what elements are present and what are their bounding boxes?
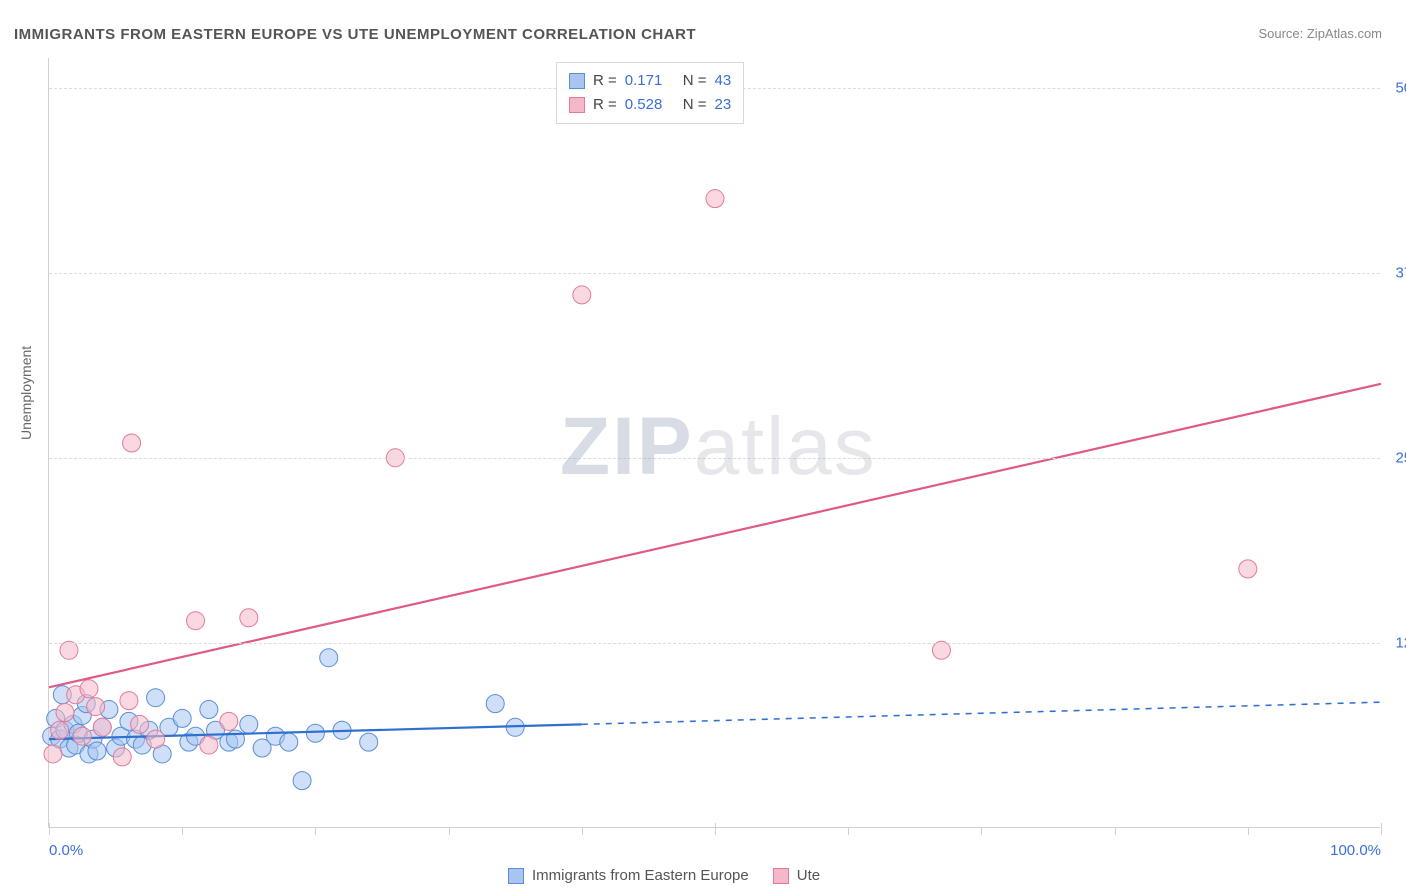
y-tick-label: 37.5%	[1386, 264, 1406, 281]
scatter-point	[147, 730, 165, 748]
correlation-legend: R = 0.171 N = 43 R = 0.528 N = 23	[556, 62, 744, 124]
n-value: 23	[715, 93, 732, 117]
trend-line	[49, 384, 1381, 688]
legend-swatch	[508, 868, 524, 884]
scatter-point	[280, 733, 298, 751]
gridline-h	[49, 273, 1380, 274]
scatter-point	[120, 692, 138, 710]
scatter-point	[240, 609, 258, 627]
correlation-legend-row: R = 0.528 N = 23	[569, 93, 731, 117]
x-tick	[848, 827, 849, 835]
correlation-legend-row: R = 0.171 N = 43	[569, 69, 731, 93]
scatter-point	[56, 704, 74, 722]
r-label: R =	[593, 69, 617, 93]
scatter-point	[306, 724, 324, 742]
scatter-point	[88, 742, 106, 760]
scatter-svg	[49, 58, 1380, 827]
n-value: 43	[715, 69, 732, 93]
scatter-point	[706, 190, 724, 208]
r-value: 0.171	[625, 69, 675, 93]
x-tick	[981, 827, 982, 835]
plot-area: 12.5%25.0%37.5%50.0%0.0%100.0%	[48, 58, 1380, 828]
scatter-point	[932, 641, 950, 659]
gridline-h	[49, 458, 1380, 459]
scatter-point	[131, 715, 149, 733]
scatter-point	[93, 718, 111, 736]
series-legend-label: Immigrants from Eastern Europe	[532, 867, 749, 884]
x-tick	[1115, 827, 1116, 835]
scatter-point	[200, 701, 218, 719]
scatter-point	[173, 709, 191, 727]
scatter-point	[187, 612, 205, 630]
series-legend-label: Ute	[797, 867, 820, 884]
legend-swatch	[773, 868, 789, 884]
scatter-point	[573, 286, 591, 304]
legend-swatch	[569, 73, 585, 89]
x-tick	[1381, 823, 1382, 835]
x-tick-label: 0.0%	[49, 842, 83, 859]
x-tick	[49, 823, 50, 835]
x-tick	[715, 823, 716, 835]
x-tick	[449, 827, 450, 835]
x-tick-label: 100.0%	[1330, 842, 1381, 859]
scatter-point	[293, 772, 311, 790]
x-tick	[582, 827, 583, 835]
series-legend-item: Ute	[773, 867, 820, 884]
y-axis-title: Unemployment	[18, 346, 34, 440]
gridline-h	[49, 643, 1380, 644]
scatter-point	[60, 641, 78, 659]
scatter-point	[486, 695, 504, 713]
trend-line-dashed	[582, 702, 1381, 724]
scatter-point	[44, 745, 62, 763]
series-legend-item: Immigrants from Eastern Europe	[508, 867, 749, 884]
y-tick-label: 12.5%	[1386, 634, 1406, 651]
scatter-point	[1239, 560, 1257, 578]
r-label: R =	[593, 93, 617, 117]
x-tick	[315, 827, 316, 835]
series-legend: Immigrants from Eastern Europe Ute	[508, 867, 820, 884]
scatter-point	[80, 680, 98, 698]
scatter-point	[87, 698, 105, 716]
scatter-point	[360, 733, 378, 751]
r-value: 0.528	[625, 93, 675, 117]
scatter-point	[220, 712, 238, 730]
n-label: N =	[683, 69, 707, 93]
n-label: N =	[683, 93, 707, 117]
scatter-point	[51, 721, 69, 739]
scatter-point	[123, 434, 141, 452]
scatter-point	[73, 727, 91, 745]
scatter-point	[240, 715, 258, 733]
chart-title: IMMIGRANTS FROM EASTERN EUROPE VS UTE UN…	[14, 26, 696, 43]
x-tick	[182, 827, 183, 835]
scatter-point	[320, 649, 338, 667]
scatter-point	[147, 689, 165, 707]
y-tick-label: 50.0%	[1386, 79, 1406, 96]
source-attribution: Source: ZipAtlas.com	[1258, 26, 1382, 41]
scatter-point	[200, 736, 218, 754]
y-tick-label: 25.0%	[1386, 449, 1406, 466]
x-tick	[1248, 827, 1249, 835]
scatter-point	[113, 748, 131, 766]
legend-swatch	[569, 97, 585, 113]
